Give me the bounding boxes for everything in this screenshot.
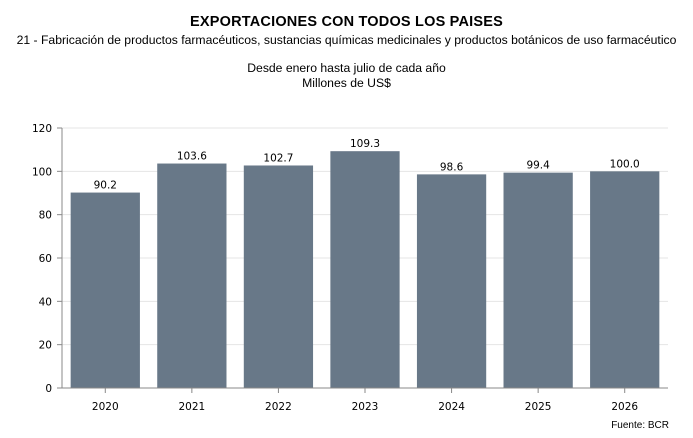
- y-tick-label: 100: [32, 166, 52, 178]
- bar: [416, 174, 487, 388]
- x-tick-label: 2024: [438, 401, 465, 413]
- x-tick-label: 2025: [525, 401, 552, 413]
- y-tick-label: 0: [45, 383, 52, 395]
- bar: [330, 151, 400, 388]
- bar: [503, 172, 573, 388]
- chart-title: EXPORTACIONES CON TODOS LOS PAISES: [190, 14, 503, 30]
- bar: [157, 163, 227, 388]
- data-label: 102.7: [263, 152, 293, 164]
- period-note: Desde enero hasta julio de cada año: [247, 61, 446, 75]
- x-tick-label: 2023: [352, 401, 379, 413]
- y-tick-label: 120: [32, 123, 52, 135]
- data-label: 103.6: [177, 151, 207, 163]
- data-label: 109.3: [350, 138, 380, 150]
- data-label: 98.6: [440, 161, 464, 173]
- bar: [243, 165, 314, 388]
- y-tick-label: 40: [39, 296, 52, 308]
- data-label: 100.0: [610, 158, 640, 170]
- x-tick-label: 2022: [265, 401, 292, 413]
- data-label: 90.2: [94, 180, 117, 192]
- bar: [590, 171, 660, 388]
- source-note: Fuente: BCR: [611, 420, 669, 431]
- y-tick-label: 20: [39, 340, 52, 352]
- bar: [70, 192, 140, 388]
- x-tick-label: 2020: [92, 401, 119, 413]
- x-tick-label: 2021: [178, 401, 205, 413]
- y-tick-label: 80: [39, 210, 52, 222]
- units-note: Millones de US$: [302, 76, 391, 90]
- data-label: 99.4: [526, 160, 550, 172]
- y-tick-label: 60: [39, 253, 52, 265]
- x-tick-label: 2026: [611, 401, 638, 413]
- chart-subtitle: 21 - Fabricación de productos farmacéuti…: [16, 33, 677, 47]
